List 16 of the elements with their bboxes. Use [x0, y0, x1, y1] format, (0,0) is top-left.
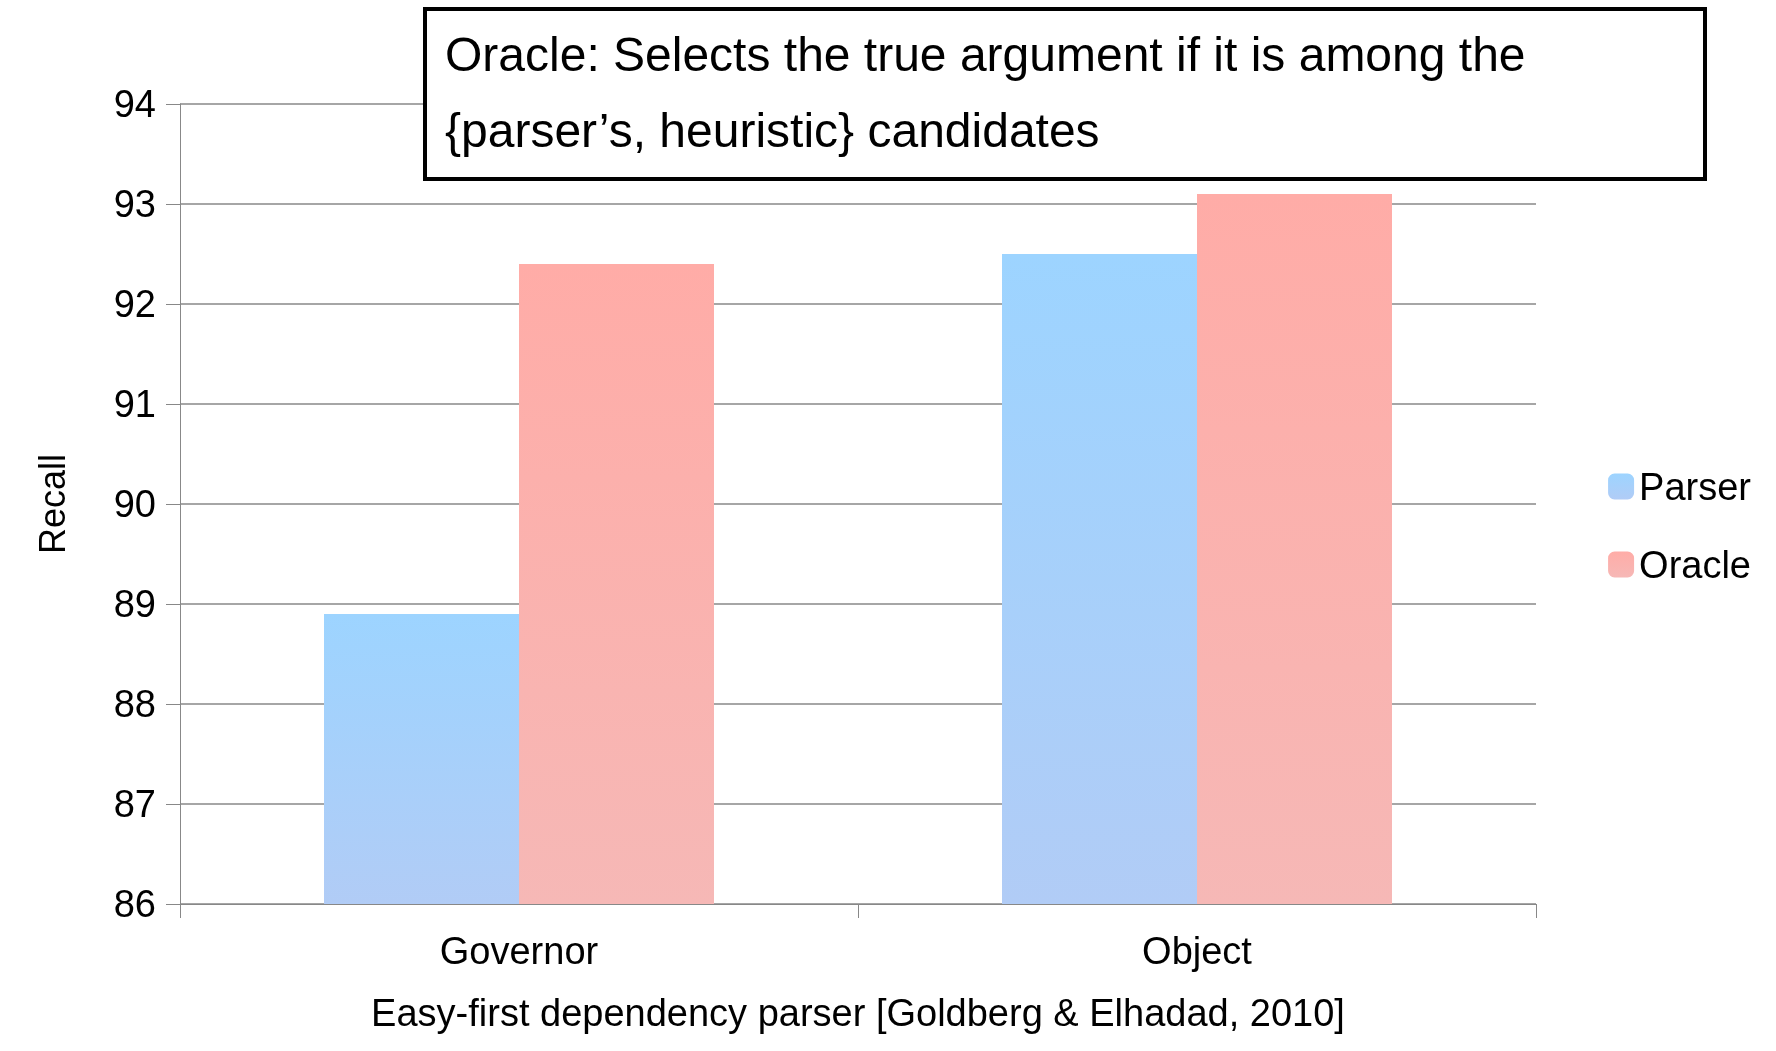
y-tick-label: 89 — [113, 583, 156, 625]
y-tick-label: 94 — [113, 83, 156, 125]
x-axis-title: Easy-first dependency parser [Goldberg & Elhadad, 2010] — [371, 992, 1345, 1034]
y-tick-label: 87 — [113, 783, 156, 825]
y-tick-label: 91 — [113, 383, 156, 425]
y-tick-label: 88 — [113, 683, 156, 725]
y-tick-label: 86 — [113, 883, 156, 925]
y-tick-label: 90 — [113, 483, 156, 525]
y-axis-title: Recall — [31, 453, 73, 555]
y-tick-label: 92 — [113, 283, 156, 325]
x-tick-label: Object — [1142, 930, 1253, 972]
x-tick-label: Governor — [439, 930, 599, 972]
legend-label: Oracle — [1639, 543, 1751, 586]
y-tick-label: 93 — [113, 183, 156, 225]
note-box: Oracle: Selects the true argument if it is among the {parser’s, heuristic} candidates — [423, 7, 1707, 181]
legend-label: Parser — [1639, 465, 1752, 508]
